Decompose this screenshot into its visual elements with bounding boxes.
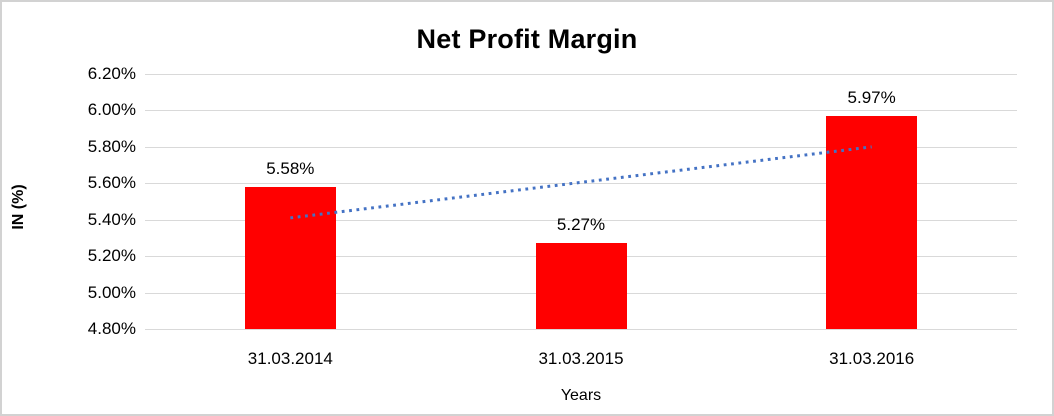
y-axis-tick-label: 5.00% (87, 283, 136, 302)
bar-31.03.2015 (535, 243, 627, 329)
gridline (145, 74, 1017, 75)
chart-title: Net Profit Margin (416, 24, 638, 54)
y-axis-tick-label: 5.40% (87, 210, 136, 229)
y-axis-tick-label: 4.80% (87, 319, 136, 338)
bar-31.03.2014 (244, 186, 336, 329)
bar-value-label: 5.27% (556, 215, 606, 235)
bar-value-label: 5.97% (847, 87, 896, 107)
x-axis-category-label: 31.03.2016 (829, 349, 915, 368)
x-axis-title: Years (560, 387, 602, 404)
gridline (145, 110, 1017, 111)
y-axis-tick-label: 5.20% (87, 246, 136, 265)
gridline (145, 329, 1017, 330)
y-axis-tick-label: 6.20% (87, 64, 136, 83)
bar-31.03.2016 (826, 115, 918, 329)
bar-value-label: 5.58% (266, 158, 315, 178)
x-axis-category-label: 31.03.2014 (247, 349, 333, 368)
x-axis-category-label: 31.03.2015 (538, 349, 624, 368)
y-axis-tick-label: 5.80% (87, 137, 136, 156)
y-axis-tick-label: 6.00% (87, 100, 136, 119)
y-axis-tick-label: 5.60% (87, 173, 136, 192)
gridline (145, 220, 1017, 221)
